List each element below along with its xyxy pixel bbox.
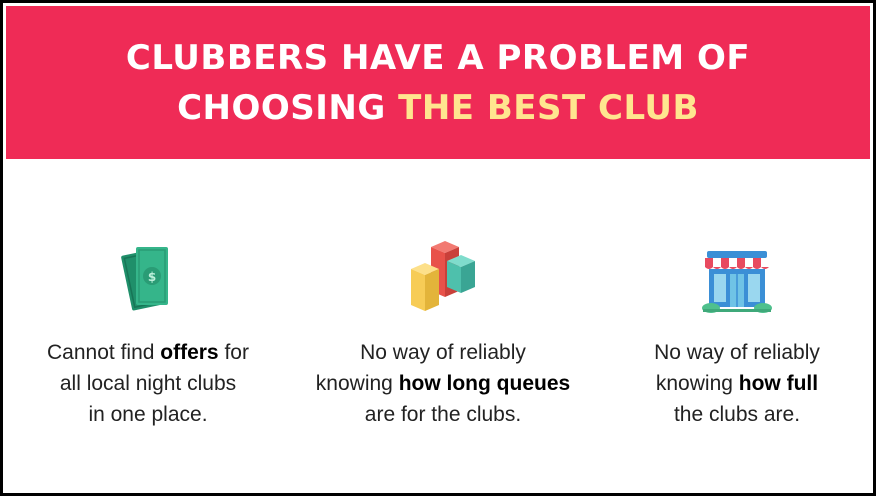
money-icon: $ — [118, 233, 178, 313]
text-fragment: knowing — [315, 372, 399, 395]
text-line: in one place. — [88, 403, 208, 426]
text-line: No way of reliably — [360, 341, 526, 364]
text-fragment: for — [218, 341, 249, 364]
title-highlight: THE BEST CLUB — [398, 87, 699, 128]
header-banner: CLUBBERS HAVE A PROBLEM OF CHOOSING THE … — [6, 6, 870, 159]
feature-offers: $ Cannot find offers for all local night… — [8, 233, 288, 430]
text-line: No way of reliably — [654, 341, 820, 364]
feature-capacity-text: No way of reliably knowing how full the … — [654, 337, 820, 430]
text-line: the clubs are. — [673, 403, 801, 426]
bold-text: offers — [160, 341, 219, 364]
title-line-2: CHOOSING THE BEST CLUB — [177, 83, 699, 133]
club-building-icon — [701, 233, 773, 313]
bar-chart-icon — [405, 233, 481, 313]
title-line-1: CLUBBERS HAVE A PROBLEM OF — [125, 37, 751, 78]
feature-queues-text: No way of reliably knowing how long queu… — [316, 337, 570, 430]
text-line: are for the clubs. — [364, 403, 522, 426]
feature-offers-text: Cannot find offers for all local night c… — [47, 337, 249, 430]
text-line: all local night clubs — [59, 372, 237, 395]
feature-capacity: No way of reliably knowing how full the … — [597, 233, 876, 430]
bold-text: how full — [738, 372, 819, 395]
svg-text:$: $ — [148, 270, 156, 284]
text-fragment: Cannot find — [47, 341, 161, 364]
feature-queues: No way of reliably knowing how long queu… — [303, 233, 583, 430]
title-prefix: CHOOSING — [177, 87, 399, 128]
text-fragment: knowing — [655, 372, 739, 395]
bold-text: how long queues — [398, 372, 571, 395]
